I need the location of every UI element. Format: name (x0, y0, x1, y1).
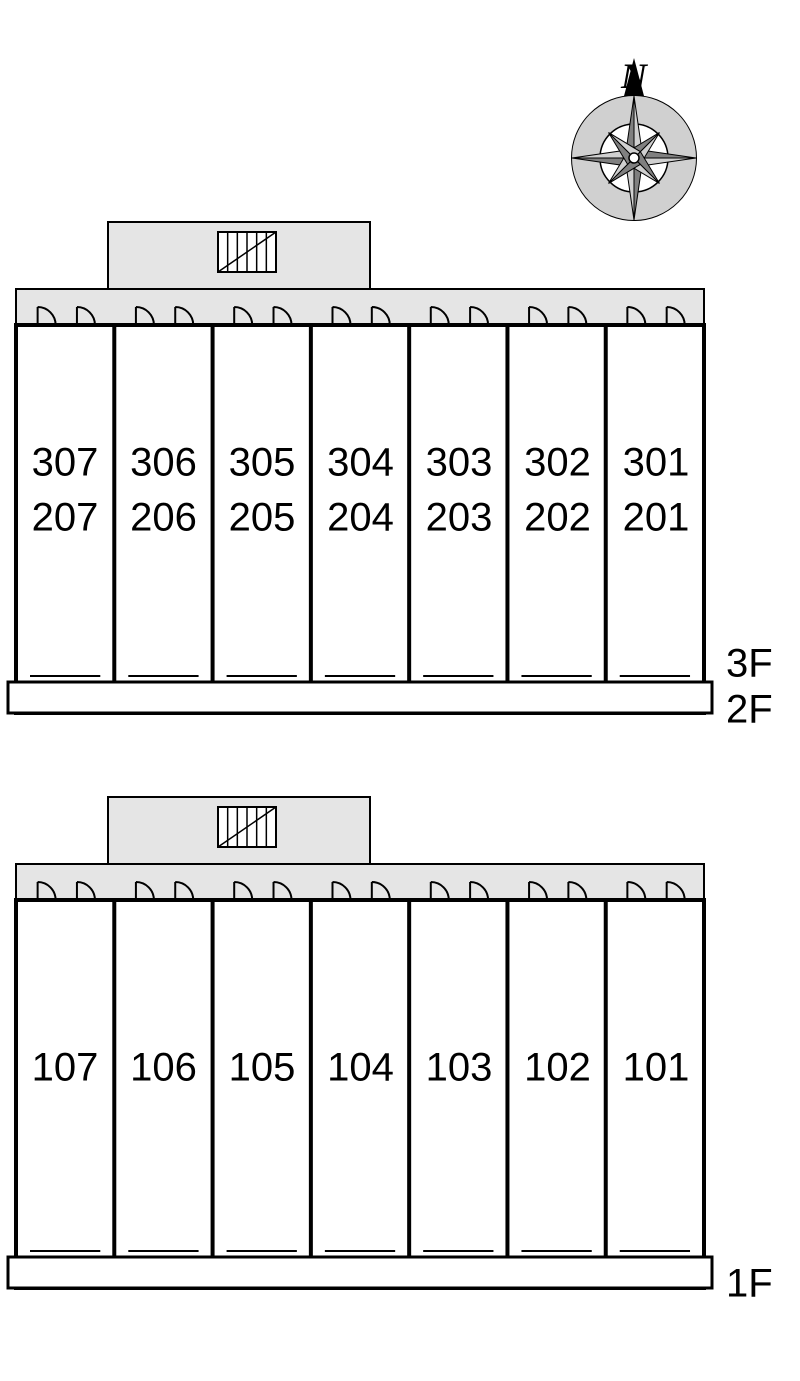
unit-label: 302 (524, 441, 591, 485)
unit-label: 101 (623, 1046, 690, 1090)
unit-label: 106 (130, 1046, 197, 1090)
floor-label: 3F (726, 642, 773, 686)
unit-label: 307 (32, 441, 99, 485)
unit-label: 202 (524, 496, 591, 540)
unit-label: 305 (229, 441, 296, 485)
unit-label: 204 (327, 496, 394, 540)
balcony (8, 1257, 712, 1288)
floor-plan-diagram: N 307 306 305 304 303 302 301 207 206 205 204 203 202… (0, 0, 800, 1381)
unit-label: 201 (623, 496, 690, 540)
unit-label: 203 (426, 496, 493, 540)
compass-n-label: N (620, 56, 649, 96)
unit-label: 205 (229, 496, 296, 540)
building-block-lower: 107 106 105 104 103 102 101 1F (8, 797, 773, 1306)
corridor (16, 289, 704, 325)
corridor (16, 864, 704, 900)
unit-label: 303 (426, 441, 493, 485)
units-outline (16, 900, 704, 1288)
unit-label: 207 (32, 496, 99, 540)
floor-label: 1F (726, 1262, 773, 1306)
unit-label: 304 (327, 441, 394, 485)
unit-label: 103 (426, 1046, 493, 1090)
unit-label: 206 (130, 496, 197, 540)
unit-label: 107 (32, 1046, 99, 1090)
building-block-upper: 307 306 305 304 303 302 301 207 206 205 204 203 202 2… (8, 222, 773, 732)
unit-label: 301 (623, 441, 690, 485)
unit-label: 306 (130, 441, 197, 485)
balcony (8, 682, 712, 713)
floor-label: 2F (726, 688, 773, 732)
unit-label: 102 (524, 1046, 591, 1090)
unit-label: 104 (327, 1046, 394, 1090)
unit-label: 105 (229, 1046, 296, 1090)
